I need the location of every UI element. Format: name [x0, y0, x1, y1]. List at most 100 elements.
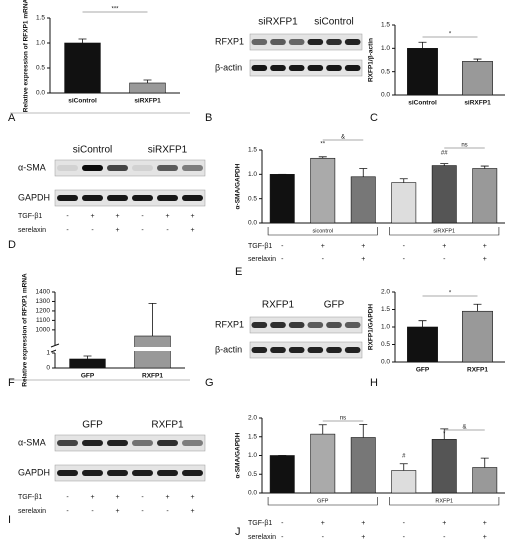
condition-value: - — [166, 227, 169, 234]
x-tick-label: siControl — [408, 100, 437, 107]
condition-value: - — [403, 256, 406, 263]
blot-band — [307, 322, 324, 328]
panel-letter: B — [205, 112, 212, 124]
blot-band — [307, 65, 324, 71]
condition-label: TGF-β1 — [18, 494, 42, 501]
blot-band — [307, 347, 324, 353]
condition-value: - — [66, 227, 69, 234]
axis-gap — [56, 347, 186, 351]
y-tick-label: 0.0 — [381, 359, 390, 366]
significance-label: & — [341, 135, 345, 141]
y-tick-label: 0.0 — [36, 90, 45, 97]
blot-strip — [54, 464, 206, 482]
blot-band — [307, 39, 324, 45]
condition-value: - — [141, 508, 144, 515]
row-label: β-actin — [215, 62, 242, 72]
blot-band — [251, 322, 268, 328]
condition-value: + — [115, 494, 119, 501]
error-bar — [359, 423, 368, 438]
error-bar — [143, 79, 152, 83]
y-tick-label: 1.0 — [381, 324, 390, 331]
condition-value: - — [281, 534, 284, 541]
error-bar — [418, 41, 427, 49]
blot-band — [57, 165, 78, 171]
condition-value: + — [483, 534, 487, 541]
bar — [129, 82, 166, 94]
blot-band — [132, 195, 153, 201]
condition-value: - — [66, 213, 69, 220]
y-axis-label: RXFP1/β-actin — [368, 38, 375, 82]
blot-band — [182, 440, 203, 446]
blot-band — [107, 195, 128, 201]
blot-strip — [249, 59, 363, 77]
bar — [64, 42, 101, 94]
bar — [407, 48, 438, 96]
condition-value: + — [483, 256, 487, 263]
y-tick-label: 1.5 — [381, 306, 390, 313]
row-label: GAPDH — [18, 192, 50, 202]
condition-value: + — [361, 243, 365, 250]
condition-label: TGF-β1 — [18, 213, 42, 220]
error-bar — [399, 463, 408, 471]
condition-value: - — [66, 494, 69, 501]
condition-label: TGF-β1 — [248, 520, 272, 527]
error-bar — [78, 38, 87, 43]
blot-band — [157, 195, 178, 201]
y-tick-label: 1.0 — [248, 171, 257, 178]
blot-strip — [54, 189, 206, 207]
bar — [431, 439, 457, 494]
panel-letter: E — [235, 266, 242, 278]
blot-band — [344, 347, 361, 353]
blot-strip — [54, 434, 206, 452]
blot-band — [344, 65, 361, 71]
bar — [269, 455, 295, 494]
group-bracket — [267, 497, 378, 506]
y-tick-label: 0.5 — [248, 471, 257, 478]
y-tick-label: 0 — [46, 365, 50, 372]
blot-band — [344, 39, 361, 45]
blot-band — [270, 322, 286, 328]
condition-value: + — [165, 213, 169, 220]
blot-band — [251, 65, 268, 71]
blot-band — [157, 165, 178, 171]
condition-value: - — [322, 534, 325, 541]
panel-letter: C — [370, 112, 378, 124]
panel-letter: A — [8, 112, 16, 124]
blot-band — [182, 165, 203, 171]
blot-band — [182, 470, 203, 476]
condition-value: - — [322, 256, 325, 263]
y-tick-label: 0.5 — [36, 65, 45, 72]
blot-strip — [249, 33, 363, 51]
error-bar — [148, 302, 157, 337]
blot-band — [326, 347, 342, 353]
condition-label: serelaxin — [18, 227, 46, 234]
group-bracket — [267, 227, 378, 236]
blot-band — [270, 347, 286, 353]
condition-value: - — [91, 227, 94, 234]
row-label: RFXP1 — [215, 36, 244, 46]
bar — [431, 165, 457, 224]
condition-value: - — [141, 213, 144, 220]
error-bar — [318, 156, 327, 159]
group-label: siRXFP1 — [433, 228, 455, 234]
condition-value: + — [321, 520, 325, 527]
blot-band — [57, 440, 78, 446]
error-bar — [480, 457, 489, 468]
blot-band — [132, 165, 153, 171]
condition-value: - — [281, 243, 284, 250]
bar — [391, 470, 417, 494]
x-tick-label: siRXFP1 — [464, 100, 491, 107]
condition-value: - — [166, 508, 169, 515]
bar — [407, 326, 438, 363]
blot-band — [82, 195, 103, 201]
error-bar — [83, 355, 92, 359]
y-tick-label: 0.0 — [248, 490, 257, 497]
bar — [472, 467, 498, 494]
blot-band — [107, 440, 128, 446]
blot-band — [251, 39, 268, 45]
column-label: GFP — [324, 300, 345, 311]
condition-value: - — [403, 520, 406, 527]
row-label: RFXP1 — [215, 319, 244, 329]
condition-value: - — [66, 508, 69, 515]
